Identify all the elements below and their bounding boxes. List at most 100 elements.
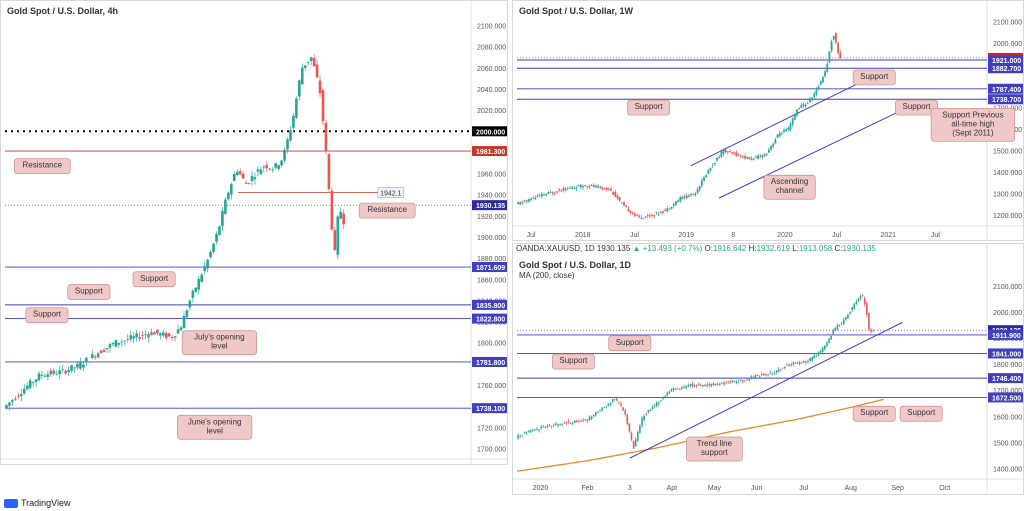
d-candle-body bbox=[727, 381, 729, 383]
h4-candle-body bbox=[253, 177, 257, 180]
w-candle-body bbox=[679, 197, 682, 202]
h4-annotation-box bbox=[177, 414, 253, 440]
w-candle-body bbox=[664, 210, 666, 211]
h4-candle-body bbox=[303, 65, 307, 68]
w-candle-body bbox=[649, 215, 651, 217]
h4-annotation-box bbox=[181, 330, 257, 356]
h4-candle-body bbox=[49, 370, 53, 375]
w-candle-body bbox=[646, 214, 649, 216]
d-candle-body bbox=[716, 384, 719, 386]
w-candle-body bbox=[633, 213, 636, 216]
h4-candle-body bbox=[52, 370, 56, 374]
w-candle-body bbox=[525, 200, 528, 202]
ohlc-readout: OANDA:XAUUSD, 1D 1930.135 ▲ +13.493 (+0.… bbox=[516, 244, 876, 253]
h4-candle-body bbox=[235, 171, 239, 175]
d-candle-body bbox=[706, 384, 708, 387]
d-y-tick-label: 1400.000 bbox=[993, 467, 1022, 474]
d-candle-body bbox=[744, 380, 746, 382]
w-candle-body bbox=[659, 211, 662, 213]
daily-chart-panel[interactable]: Gold Spot / U.S. Dollar, 1D MA (200, clo… bbox=[512, 243, 1024, 495]
d-candle-body bbox=[668, 391, 671, 394]
d-candle-body bbox=[670, 389, 673, 392]
h4-candle-body bbox=[209, 251, 212, 258]
d-x-tick-label: Apr bbox=[667, 485, 679, 492]
h4-candle-body bbox=[283, 149, 286, 161]
w-candle-body bbox=[785, 129, 788, 132]
w-candle-body bbox=[666, 208, 669, 212]
d-candle-body bbox=[731, 380, 734, 383]
w-y-tick-label: 1400.000 bbox=[993, 170, 1022, 177]
w-candle-body bbox=[700, 180, 703, 186]
w-ascending-channel-line bbox=[718, 104, 913, 199]
d-candle-body bbox=[798, 362, 801, 365]
tradingview-logo[interactable]: TradingView bbox=[4, 498, 71, 508]
h4-candle-body bbox=[138, 337, 141, 339]
d-candle-body bbox=[836, 325, 839, 330]
w-candle-body bbox=[569, 187, 571, 189]
w-candle-body bbox=[718, 156, 721, 158]
weekly-chart-panel[interactable]: Gold Spot / U.S. Dollar, 1W 1200.000 1300… bbox=[512, 0, 1024, 241]
d-candle-body bbox=[832, 330, 835, 334]
d-candle-body bbox=[578, 420, 580, 422]
d-annotation-label: Support bbox=[860, 408, 889, 417]
w-candle-body bbox=[603, 188, 606, 190]
h4-candle-body bbox=[17, 395, 20, 397]
w-candle-body bbox=[716, 157, 718, 161]
h4-y-tick-label: 2060.000 bbox=[477, 66, 506, 73]
d-trend-line bbox=[629, 321, 903, 459]
h4-candle-body bbox=[197, 278, 201, 290]
h4-candle-body bbox=[11, 400, 14, 402]
d-candle-body bbox=[521, 435, 524, 437]
d-candle-body bbox=[729, 381, 732, 383]
d-x-tick-label: 2020 bbox=[533, 485, 549, 492]
w-x-tick-label: 8 bbox=[731, 232, 735, 239]
h4-y-tick-label: 1860.000 bbox=[477, 277, 506, 284]
h4-candle-body bbox=[188, 300, 192, 308]
h4-candle-body bbox=[200, 274, 204, 282]
h4-level-inline-tag: 1942.1 bbox=[380, 190, 402, 197]
h4-candle-body bbox=[286, 139, 289, 150]
h4-annotation-label: Support bbox=[33, 310, 62, 319]
d-candle-body bbox=[662, 398, 664, 400]
h4-chart-panel[interactable]: Gold Spot / U.S. Dollar, 4h 1700.000 1720… bbox=[0, 0, 508, 465]
d-candle-body bbox=[557, 424, 559, 426]
w-candle-body bbox=[644, 216, 647, 218]
h4-candle-body bbox=[105, 347, 109, 350]
d-candle-body bbox=[847, 314, 849, 319]
w-candle-body bbox=[789, 123, 792, 131]
tradingview-mark-icon bbox=[4, 498, 18, 508]
d-candle-body bbox=[563, 422, 566, 424]
w-candle-body bbox=[737, 154, 740, 156]
w-candle-body bbox=[556, 191, 558, 193]
d-x-tick-label: Sep bbox=[891, 485, 904, 492]
w-candle-body bbox=[839, 52, 842, 59]
w-annotation-box bbox=[627, 99, 671, 116]
d-y-tick-label: 1700.000 bbox=[993, 388, 1022, 395]
h4-candle-body bbox=[342, 213, 346, 225]
h4-chart-svg[interactable]: 1700.0001720.0001740.0001760.0001780.000… bbox=[1, 1, 508, 465]
d-annotation-label: Support bbox=[559, 356, 588, 365]
d-candle-body bbox=[803, 360, 805, 363]
h4-level-price-tag: 1822.800 bbox=[476, 317, 505, 324]
h4-annotation-box bbox=[67, 284, 111, 300]
d-candle-body bbox=[607, 403, 610, 407]
d-candle-body bbox=[534, 429, 536, 431]
w-candle-body bbox=[605, 187, 608, 190]
d-candle-body bbox=[601, 407, 603, 411]
w-candle-body bbox=[558, 189, 561, 191]
d-candle-body bbox=[616, 398, 618, 401]
d-candle-body bbox=[704, 384, 706, 386]
d-candle-body bbox=[643, 415, 645, 421]
d-candle-body bbox=[634, 439, 637, 447]
w-candle-body bbox=[614, 191, 617, 197]
w-candle-body bbox=[770, 145, 772, 150]
d-y-tick-label: 1600.000 bbox=[993, 414, 1022, 421]
weekly-chart-svg[interactable]: 1200.0001300.0001400.0001500.0001600.000… bbox=[513, 1, 1024, 241]
w-candle-body bbox=[551, 192, 554, 194]
h4-candle-body bbox=[141, 334, 144, 336]
h4-y-tick-label: 1760.000 bbox=[477, 383, 506, 390]
d-candle-body bbox=[569, 422, 572, 424]
w-candle-body bbox=[683, 196, 686, 198]
w-candle-body bbox=[655, 212, 658, 213]
daily-chart-svg[interactable]: 1400.000 1500.000 1600.000 1700.000 1800.000… bbox=[513, 244, 1024, 495]
